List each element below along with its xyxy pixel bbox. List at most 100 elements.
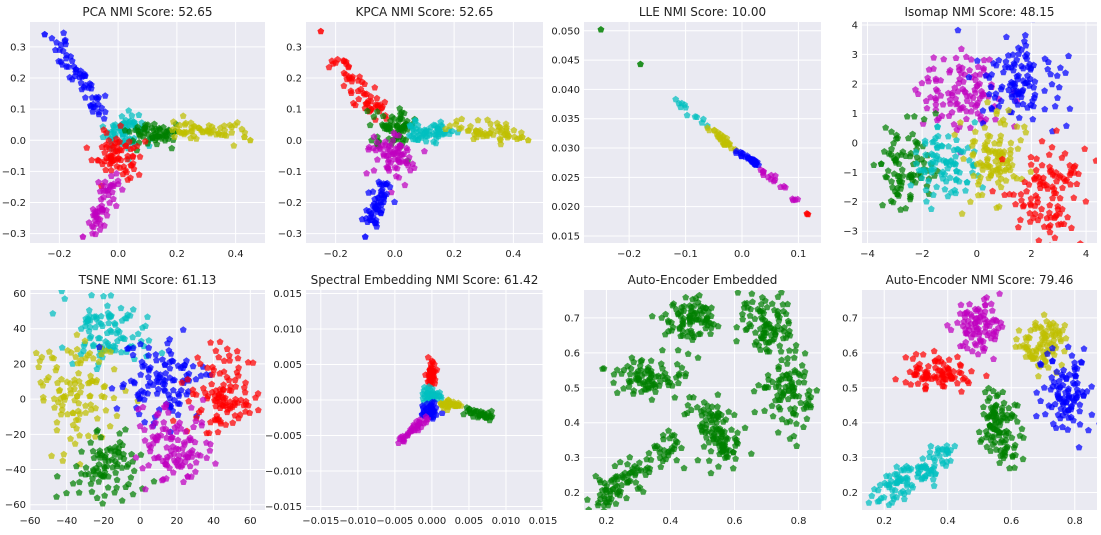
- cluster-b: [1032, 343, 1097, 451]
- data-point: [117, 348, 125, 356]
- y-tick-label: 4: [852, 20, 858, 31]
- x-tick-label: 0.4: [505, 249, 521, 260]
- data-point: [628, 354, 636, 361]
- data-point: [907, 381, 915, 388]
- data-point: [678, 364, 686, 371]
- data-point: [150, 477, 158, 485]
- data-point: [957, 119, 964, 126]
- data-point: [98, 350, 105, 358]
- data-point: [939, 168, 947, 175]
- data-point: [87, 372, 94, 379]
- data-point: [920, 115, 928, 123]
- data-point: [89, 342, 97, 349]
- data-point: [656, 445, 664, 452]
- y-tick-label: 0.2: [842, 488, 858, 499]
- data-point: [82, 94, 89, 101]
- data-point: [912, 86, 919, 93]
- data-point: [460, 410, 468, 418]
- data-point: [1066, 105, 1074, 112]
- data-point: [223, 345, 231, 352]
- data-point: [180, 439, 188, 446]
- data-point: [987, 436, 995, 443]
- data-point: [107, 172, 115, 179]
- data-point: [1027, 66, 1034, 73]
- data-point: [58, 375, 65, 383]
- data-point: [768, 300, 776, 307]
- x-tick-label: −60: [19, 516, 40, 527]
- data-point: [995, 161, 1002, 169]
- data-point: [87, 406, 95, 413]
- data-point: [946, 161, 953, 168]
- data-point: [1050, 189, 1058, 196]
- data-point: [683, 111, 691, 119]
- data-point: [169, 386, 177, 394]
- data-point: [53, 426, 61, 434]
- data-point: [130, 467, 138, 474]
- data-point: [918, 174, 926, 181]
- cluster-b: [358, 178, 398, 230]
- data-point: [1037, 323, 1044, 330]
- data-point: [391, 164, 399, 171]
- data-point: [72, 65, 80, 73]
- data-point: [100, 187, 107, 194]
- data-point: [968, 142, 976, 149]
- data-point: [1024, 72, 1031, 79]
- data-point: [163, 461, 171, 469]
- data-point: [786, 435, 794, 442]
- data-point: [934, 132, 942, 140]
- data-point: [958, 388, 965, 395]
- data-point: [68, 57, 76, 64]
- y-tick-label: 0.050: [551, 26, 580, 37]
- data-point: [96, 226, 104, 233]
- data-point: [980, 146, 988, 153]
- data-point: [996, 290, 1003, 297]
- data-point: [903, 113, 911, 120]
- data-point: [648, 377, 656, 385]
- data-point: [179, 326, 187, 333]
- data-point: [751, 315, 759, 322]
- y-tick-label: 0.0: [286, 136, 302, 147]
- data-point: [973, 325, 981, 333]
- data-point: [788, 380, 796, 387]
- x-tick-label: 20: [171, 516, 184, 527]
- data-point: [366, 121, 374, 129]
- data-point: [981, 308, 989, 315]
- data-point: [95, 318, 103, 326]
- data-point: [129, 306, 137, 313]
- data-point: [625, 477, 632, 485]
- data-point: [419, 402, 426, 409]
- data-point: [138, 358, 146, 365]
- data-point: [681, 372, 689, 380]
- data-point: [60, 450, 68, 458]
- data-point: [181, 121, 189, 128]
- data-point: [429, 371, 436, 379]
- data-point: [798, 361, 806, 369]
- data-point: [1013, 335, 1020, 343]
- data-point: [686, 302, 694, 309]
- data-point: [783, 360, 791, 367]
- data-point: [598, 486, 606, 494]
- data-point: [911, 112, 918, 120]
- data-point: [888, 145, 895, 152]
- data-point: [416, 416, 424, 423]
- data-point: [722, 436, 730, 443]
- data-point: [53, 39, 60, 46]
- data-point: [438, 409, 446, 416]
- data-point: [996, 459, 1004, 466]
- data-point: [1071, 359, 1078, 366]
- data-point: [921, 375, 929, 382]
- data-point: [652, 383, 659, 390]
- data-point: [110, 195, 117, 202]
- x-tick-label: 0.0: [734, 249, 750, 260]
- data-point: [193, 135, 200, 142]
- data-point: [990, 421, 998, 428]
- data-point: [1040, 311, 1048, 318]
- data-point: [71, 396, 79, 404]
- data-point: [967, 320, 975, 327]
- data-point: [50, 395, 58, 402]
- data-point: [726, 447, 734, 454]
- x-tick-label: 0.1: [790, 249, 806, 260]
- cluster-m: [757, 166, 802, 204]
- data-point: [904, 488, 912, 495]
- data-point: [947, 188, 955, 196]
